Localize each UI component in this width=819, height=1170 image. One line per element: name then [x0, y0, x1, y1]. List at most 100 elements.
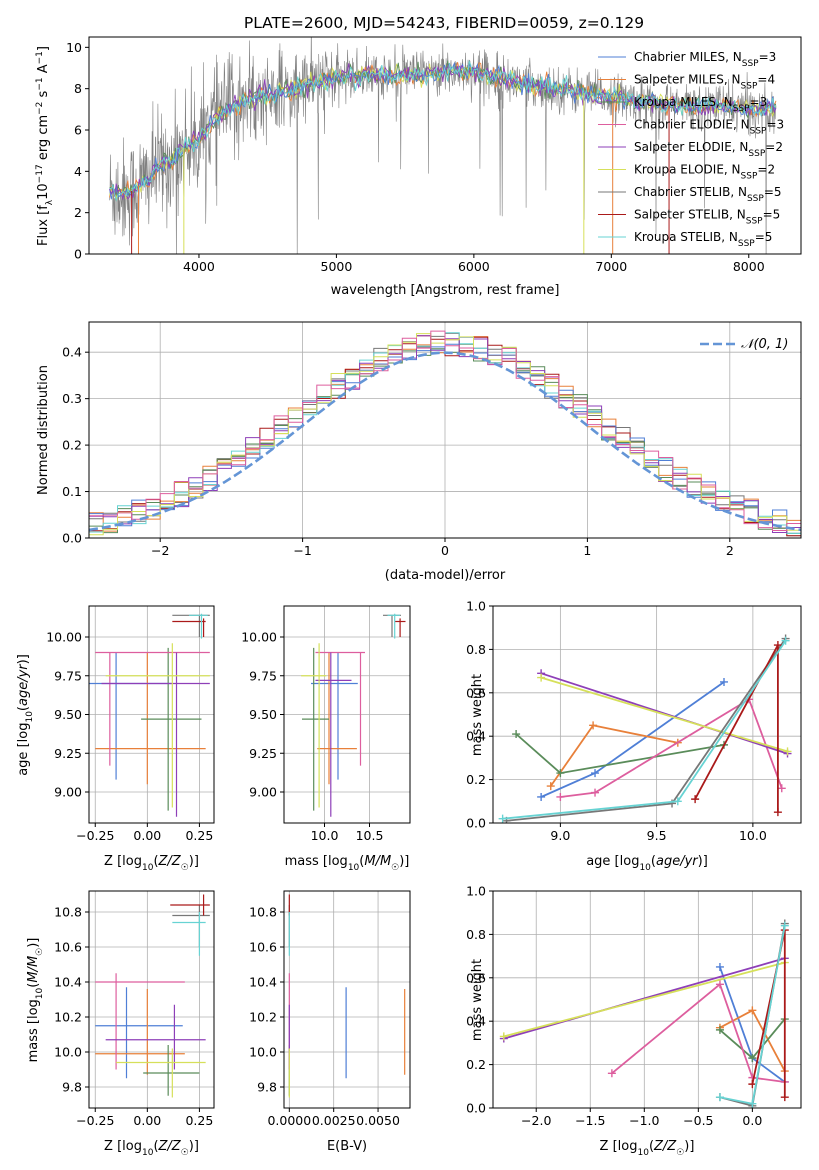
text-part: 10	[25, 711, 35, 723]
histograms	[89, 330, 801, 537]
text-part: =2	[757, 163, 775, 177]
text-part: age/yr	[16, 663, 31, 706]
weight-line-5	[503, 961, 786, 1038]
spectrum-model-line	[109, 59, 777, 202]
x-axis-label: Z [log10(Z/Z☉)]	[600, 1139, 695, 1158]
x-tick-label: −1	[293, 543, 311, 558]
axes-frame	[283, 890, 411, 1109]
legend-label-2: Kroupa MILES, NSSP=3	[634, 95, 767, 114]
text-part: mass [log	[285, 854, 348, 869]
weight-marker-8	[748, 1099, 757, 1108]
text-part: Chabrier ELODIE, N	[634, 118, 750, 132]
weight-marker-7	[773, 641, 782, 650]
y-tick-label: 10.2	[249, 1010, 277, 1025]
text-part: Salpeter STELIB, N	[634, 208, 746, 222]
weight-marker-3	[556, 792, 565, 801]
x-axis-label: Z [log10(Z/Z☉)]	[104, 854, 199, 873]
weight-marker-8	[673, 797, 682, 806]
y-tick-label: 0.3	[62, 391, 82, 406]
text-part: Kroupa MILES, N	[634, 95, 733, 109]
x-tick-label: 5000	[321, 259, 353, 274]
x-axis-label: Z [log10(Z/Z☉)]	[104, 1139, 199, 1158]
weight-marker-1	[748, 1006, 757, 1015]
text-part: −2	[35, 102, 45, 115]
y-tick-label: 10.2	[54, 1010, 82, 1025]
text-part: Chabrier STELIB, N	[634, 185, 747, 199]
y-axis-label: mass weight	[470, 959, 485, 1041]
text-part: (	[651, 854, 656, 869]
text-part: Flux [f	[36, 205, 51, 246]
y-tick-label: 0.2	[466, 772, 486, 787]
weight-marker-6	[668, 799, 677, 808]
text-part: Kroupa STELIB, N	[634, 230, 738, 244]
weight-line-4	[540, 672, 788, 755]
y-tick-label: 2	[74, 205, 82, 220]
y-tick-label: 9.75	[249, 668, 277, 683]
y-tick-label: 0.4	[466, 1014, 486, 1029]
spectrum-model-line	[109, 62, 777, 201]
spectrum-lines	[109, 37, 777, 254]
weight-marker-0	[715, 962, 724, 971]
text-part: =5	[755, 230, 773, 244]
text-part: 10	[142, 1148, 154, 1158]
x-tick-label: −0.25	[76, 828, 114, 843]
text-part: E(B-V)	[327, 1139, 367, 1154]
x-tick-label: 0.0000	[267, 1113, 311, 1128]
spectrum-legend: Chabrier MILES, NSSP=3 Salpeter MILES, NS…	[598, 50, 784, 249]
text-part: )]	[189, 854, 199, 869]
legend-label-3: Chabrier ELODIE, NSSP=3	[634, 118, 784, 137]
legend-label-8: Kroupa STELIB, NSSP=5	[634, 230, 772, 249]
axes-frame	[88, 890, 215, 1109]
text-part: ☉	[676, 1148, 684, 1158]
text-part: =5	[763, 208, 781, 222]
y-tick-label: 10.0	[54, 1045, 82, 1060]
x-tick-label: 2	[726, 543, 734, 558]
legend-label-4: Salpeter ELODIE, NSSP=2	[634, 140, 783, 159]
chart-mass_vs_Z: −0.25 0.00 0.25 9.8 10.0 10.2 10.4 10.6 10.8 Z [l…	[26, 890, 215, 1158]
weight-marker-7	[748, 1080, 757, 1089]
weight-marker-8	[498, 814, 507, 823]
legend-label-6: Chabrier STELIB, NSSP=5	[634, 185, 782, 204]
y-tick-label: 0.8	[466, 642, 486, 657]
y-tick-label: 0.0	[466, 1101, 486, 1116]
y-tick-label: 10.4	[54, 975, 82, 990]
points	[89, 613, 210, 817]
y-tick-label: 9.8	[62, 1080, 82, 1095]
y-tick-label: 4	[74, 164, 82, 179]
weight-marker-2	[512, 730, 521, 739]
weight-line-3	[560, 697, 783, 798]
legend-label-0: Chabrier MILES, NSSP=3	[634, 50, 776, 69]
x-tick-label: 0.0050	[356, 1113, 400, 1128]
y-tick-label: 10.00	[46, 630, 82, 645]
gaussian-legend-label: 𝒩(0, 1)	[741, 337, 788, 352]
x-tick-label: 0.00	[133, 828, 161, 843]
text-part: (	[153, 1139, 158, 1154]
weight-line-4	[503, 957, 786, 1040]
lines	[498, 634, 792, 823]
chart-residuals: −2 −1 0 1 2 0.0 0.1 0.2 0.3 0.4 𝒩(0, 1) (data-model…	[36, 321, 802, 583]
x-axis-label: wavelength [Angstrom, rest frame]	[331, 283, 560, 298]
y-tick-label: 0.8	[466, 927, 486, 942]
weight-marker-5	[537, 673, 546, 682]
y-axis-label: Normed distribution	[36, 365, 51, 495]
text-part: ☉	[181, 863, 189, 873]
text-part: Z [log	[104, 854, 142, 869]
points	[301, 613, 406, 817]
y-tick-label: 0.0	[62, 531, 82, 546]
weight-marker-3	[591, 788, 600, 797]
y-tick-label: 10.0	[249, 1045, 277, 1060]
y-tick-label: 9.00	[249, 785, 277, 800]
y-tick-label: 9.75	[54, 668, 82, 683]
text-part: 10	[142, 863, 154, 873]
x-tick-label: 10.0	[311, 828, 339, 843]
y-tick-label: 10.8	[249, 905, 277, 920]
text-part: (	[153, 854, 158, 869]
y-tick-label: 6	[74, 123, 82, 138]
text-part: 10	[637, 1148, 649, 1158]
weight-marker-3	[777, 784, 786, 793]
legend-label-1: Salpeter MILES, NSSP=4	[634, 73, 775, 92]
x-axis-label: (data-model)/error	[385, 568, 506, 583]
x-tick-label: 0.0025	[312, 1113, 356, 1128]
text-part: Z/Z	[653, 1139, 677, 1154]
